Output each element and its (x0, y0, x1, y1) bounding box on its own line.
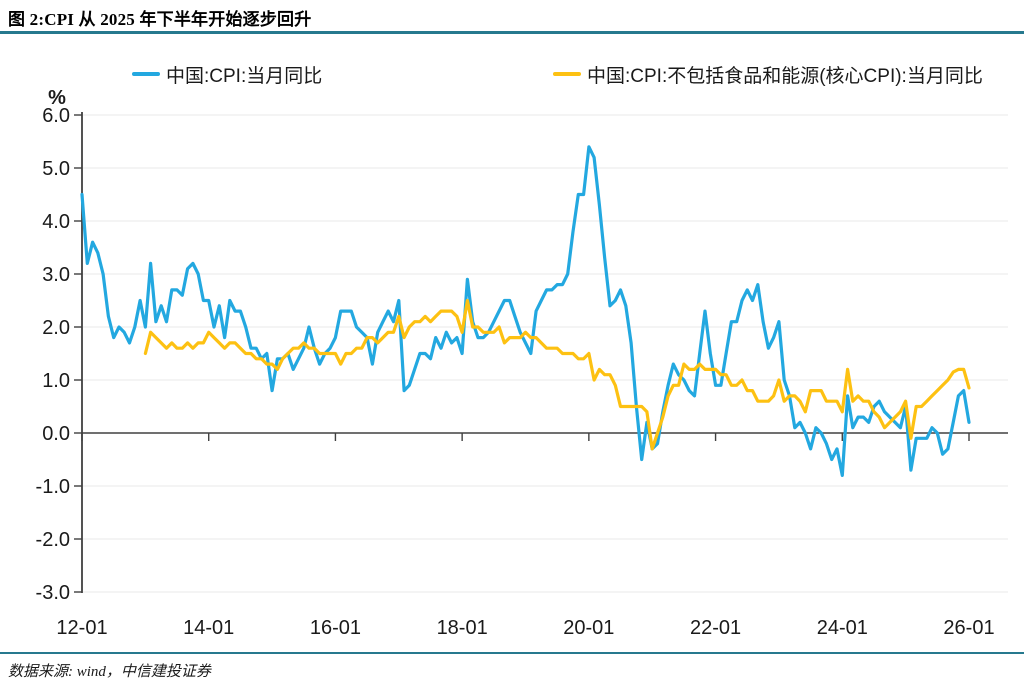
y-tick-label: 1.0 (42, 370, 70, 392)
x-tick-label: 22-01 (690, 617, 741, 639)
y-tick-label: -3.0 (36, 582, 70, 604)
core-cpi-series-line (143, 298, 971, 451)
y-tick-label: -2.0 (36, 529, 70, 551)
data-source-note: 数据来源: wind，中信建投证券 (8, 664, 211, 680)
y-axis-unit-label: % (48, 87, 66, 109)
chart-legend: 中国:CPI:当月同比 中国:CPI:不包括食品和能源(核心CPI):当月同比 (0, 60, 1024, 88)
legend-item-core-cpi: 中国:CPI:不包括食品和能源(核心CPI):当月同比 (553, 60, 983, 88)
x-tick-label: 14-01 (183, 617, 234, 639)
y-tick-label: 3.0 (42, 264, 70, 286)
x-tick-label: 12-01 (56, 617, 107, 639)
x-tick-label: 16-01 (310, 617, 361, 639)
y-tick-label: 0.0 (42, 423, 70, 445)
x-tick-label: 24-01 (817, 617, 868, 639)
y-tick-label: 5.0 (42, 158, 70, 180)
y-tick-label: -1.0 (36, 476, 70, 498)
y-tick-label: 6.0 (42, 105, 70, 127)
x-tick-label: 20-01 (563, 617, 614, 639)
core-cpi-line-label: 中国:CPI:不包括食品和能源(核心CPI):当月同比 (587, 65, 983, 87)
x-tick-label: 26-01 (943, 617, 994, 639)
core-cpi-line-swatch (553, 71, 581, 77)
y-tick-label: 4.0 (42, 211, 70, 233)
footer-divider (0, 652, 1024, 654)
x-tick-label: 18-01 (437, 617, 488, 639)
y-tick-label: 2.0 (42, 317, 70, 339)
cpi-line-label: 中国:CPI:当月同比 (166, 65, 323, 87)
title-divider (0, 31, 1024, 34)
legend-item-cpi: 中国:CPI:当月同比 (132, 60, 322, 88)
figure-title: 图 2:CPI 从 2025 年下半年开始逐步回升 (8, 10, 312, 29)
cpi-line-swatch (132, 71, 160, 77)
cpi-series-line (80, 145, 971, 477)
